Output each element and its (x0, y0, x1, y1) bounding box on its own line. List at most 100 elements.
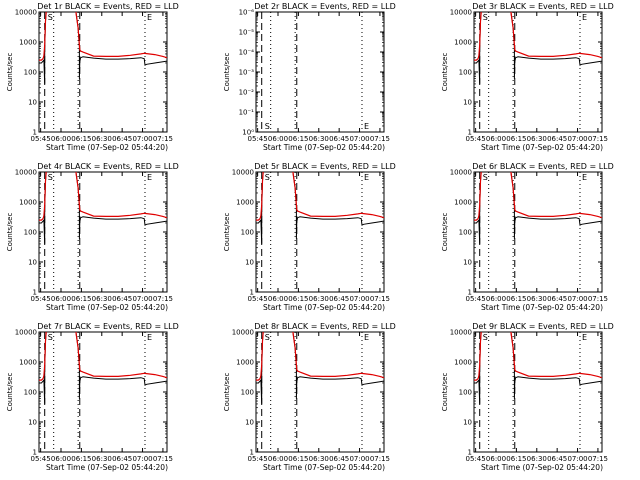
x-tick-label: 06:30 (527, 135, 547, 143)
x-axis-label: Start Time (07-Sep-02 05:44:20) (46, 143, 168, 152)
x-tick-label: 07:00 (132, 135, 152, 143)
end-marker-label: E (147, 13, 152, 22)
x-axis-label: Start Time (07-Sep-02 05:44:20) (481, 303, 603, 312)
y-tick-label: 10⁻³ (239, 69, 255, 77)
y-tick-label: 1 (33, 449, 37, 457)
x-tick-label: 06:15 (71, 455, 91, 463)
events-series-line (474, 172, 602, 244)
y-tick-label: 10 (245, 419, 254, 427)
x-tick-label: 07:15 (370, 455, 390, 463)
x-tick-label: 07:00 (132, 455, 152, 463)
y-tick-label: 100 (24, 69, 37, 77)
y-tick-label: 10⁻⁶ (239, 9, 255, 17)
x-tick-label: 07:00 (567, 455, 587, 463)
chart-title: Det 7r BLACK = Events, RED = LLD (37, 322, 179, 331)
x-tick-label: 05:45 (466, 135, 486, 143)
x-tick-label: 06:30 (92, 135, 112, 143)
x-tick-label: 07:00 (567, 135, 587, 143)
x-tick-label: 06:45 (329, 455, 349, 463)
chart-panel-1: Det 1r BLACK = Events, RED = LLD 1 10 100 10… (6, 2, 179, 152)
y-tick-label: 1000 (454, 199, 472, 207)
lld-series-line (256, 172, 384, 221)
x-tick-label: 06:00 (268, 135, 288, 143)
y-tick-label: 10 (463, 99, 472, 107)
x-tick-label: 07:15 (153, 295, 173, 303)
plot-frame (473, 331, 603, 453)
x-tick-label: 06:30 (309, 135, 329, 143)
x-tick-label: 06:15 (71, 295, 91, 303)
x-tick-label: 06:45 (547, 135, 567, 143)
y-axis-label: Counts/sec (6, 213, 14, 252)
x-tick-label: 05:45 (248, 455, 268, 463)
y-tick-label: 10000 (450, 329, 472, 337)
x-tick-label: 06:45 (112, 455, 132, 463)
x-axis-label: Start Time (07-Sep-02 05:44:20) (481, 143, 603, 152)
y-tick-label: 10 (28, 99, 37, 107)
y-tick-label: 1000 (236, 199, 254, 207)
x-tick-label: 07:15 (370, 295, 390, 303)
chart-title: Det 5r BLACK = Events, RED = LLD (254, 162, 396, 171)
y-axis-label: Counts/sec (6, 53, 14, 92)
y-axis-label: Counts/sec (441, 53, 449, 92)
plot-frame (255, 11, 385, 133)
x-tick-label: 06:45 (329, 135, 349, 143)
chart-panel-2: Det 2r BLACK = Events, RED = LLD 10⁰ 10⁻¹ 1… (223, 2, 396, 152)
y-tick-label: 1000 (454, 359, 472, 367)
chart-panel-7: Det 7r BLACK = Events, RED = LLD 1 10 100 10… (6, 322, 179, 472)
x-tick-label: 06:00 (486, 295, 506, 303)
start-marker-label: S (48, 333, 53, 342)
y-tick-label: 1 (468, 289, 472, 297)
lld-series-line (474, 332, 602, 381)
y-tick-label: 10000 (232, 329, 254, 337)
y-tick-label: 10⁰ (242, 129, 254, 137)
y-tick-label: 1 (468, 129, 472, 137)
y-tick-label: 10000 (15, 9, 37, 17)
x-tick-label: 06:30 (527, 455, 547, 463)
x-tick-label: 06:00 (486, 455, 506, 463)
chart-title: Det 3r BLACK = Events, RED = LLD (472, 2, 614, 11)
x-tick-label: 06:15 (506, 455, 526, 463)
x-tick-label: 05:45 (31, 295, 51, 303)
y-tick-label: 1 (250, 449, 254, 457)
start-marker-label: S (48, 173, 53, 182)
chart-panel-4: Det 4r BLACK = Events, RED = LLD 1 10 100 10… (6, 162, 179, 312)
x-axis-label: Start Time (07-Sep-02 05:44:20) (46, 303, 168, 312)
y-axis-label: Counts/sec (223, 53, 231, 92)
y-axis-label: Counts/sec (441, 373, 449, 412)
plot-frame (38, 171, 168, 293)
y-tick-label: 100 (459, 389, 472, 397)
x-tick-label: 06:15 (288, 455, 308, 463)
x-tick-label: 06:45 (112, 135, 132, 143)
x-tick-label: 06:00 (51, 455, 71, 463)
chart-panel-6: Det 6r BLACK = Events, RED = LLD 1 10 100 10… (441, 162, 614, 312)
events-series-line (39, 172, 167, 244)
y-tick-label: 1 (250, 289, 254, 297)
y-tick-label: 10 (245, 259, 254, 267)
plot-frame (38, 331, 168, 453)
chart-title: Det 8r BLACK = Events, RED = LLD (254, 322, 396, 331)
start-marker-label: S (265, 173, 270, 182)
start-marker-label: S (483, 13, 488, 22)
y-tick-label: 1000 (19, 359, 37, 367)
chart-panel-8: Det 8r BLACK = Events, RED = LLD 1 10 100 10… (223, 322, 396, 472)
x-tick-label: 06:00 (268, 295, 288, 303)
events-series-line (474, 332, 602, 404)
y-tick-label: 10000 (450, 169, 472, 177)
plot-frame (473, 11, 603, 133)
chart-panel-9: Det 9r BLACK = Events, RED = LLD 1 10 100 10… (441, 322, 614, 472)
chart-title: Det 6r BLACK = Events, RED = LLD (472, 162, 614, 171)
x-tick-label: 06:15 (506, 135, 526, 143)
x-tick-label: 07:15 (370, 135, 390, 143)
y-tick-label: 10000 (15, 169, 37, 177)
x-axis-label: Start Time (07-Sep-02 05:44:20) (263, 143, 385, 152)
x-tick-label: 07:00 (349, 455, 369, 463)
y-tick-label: 1000 (19, 39, 37, 47)
x-tick-label: 06:30 (527, 295, 547, 303)
x-tick-label: 05:45 (466, 455, 486, 463)
x-tick-label: 05:45 (248, 295, 268, 303)
events-series-line (256, 332, 384, 404)
x-tick-label: 06:45 (547, 455, 567, 463)
y-tick-label: 10⁻¹ (239, 109, 255, 117)
start-marker-label: S (48, 13, 53, 22)
